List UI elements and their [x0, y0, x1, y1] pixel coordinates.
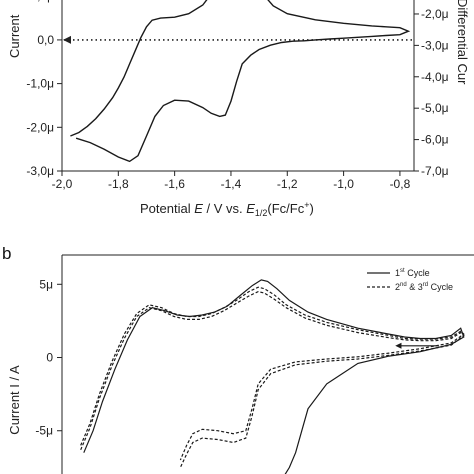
panel-a-x-tick-label: -1,8: [108, 177, 129, 191]
panel-a-y-tick-label: 0,0: [37, 33, 54, 47]
panel-a-y-tick-label: 1,0μ: [30, 0, 54, 3]
xlabel-part-vvs: / V vs.: [203, 201, 246, 216]
panel-b-scan-arrow-head: [395, 342, 402, 349]
panel-a-x-tick-label: -2,0: [52, 177, 73, 191]
panel-b-legend: 1st Cycle 2nd & 3rd Cycle: [367, 268, 453, 292]
panel-b-y-tick-label: 5μ: [39, 277, 53, 291]
panel-b-ylabel: Current I / A: [7, 365, 22, 435]
panel-a-xlabel: Potential E / V vs. E1/2(Fc/Fc+): [140, 200, 314, 218]
legend-label-second-third-cycle: 2nd & 3rd Cycle: [395, 282, 453, 292]
xlabel-part-fc: (Fc/Fc: [267, 201, 304, 216]
panel-a-cv-curve: [70, 0, 411, 163]
panel-a-y-tick-label: -3,0μ: [26, 164, 54, 178]
legend-third-sup: rd: [423, 282, 428, 288]
panel-b-y-tick-label: 0: [46, 351, 53, 365]
panel-a-frame: [61, 0, 415, 172]
legend-third-num: & 3: [407, 282, 423, 292]
panel-b-first-cycle-curve: [83, 279, 465, 474]
legend-second-sup: nd: [400, 282, 407, 288]
panel-a-x-tick-label: -1,0: [333, 177, 354, 191]
panel-b-y-tick-label: -5μ: [35, 424, 53, 438]
panel-b-label: b: [2, 244, 11, 263]
panel-a-y-tick-label: -1,0μ: [26, 77, 54, 91]
panel-a-ylabel: Current: [7, 14, 22, 58]
panel-a-y2label: Differential Cur: [455, 0, 470, 85]
legend-first-num: 1: [395, 268, 400, 278]
panel-b-plot-area: 5μ 0 -5μ: [35, 254, 474, 474]
panel-a-zero-arrow: [63, 35, 71, 44]
xlabel-part-plus: +: [304, 200, 309, 210]
panel-a-y2-tick-label: -3,0μ: [421, 38, 449, 52]
panel-a-x-tick-label: -0,8: [390, 177, 411, 191]
xlabel-part-potential: Potential: [140, 201, 194, 216]
xlabel-part-half: 1/2: [255, 208, 268, 218]
panel-a-plot-area: -2,0 -1,8 -1,6 -1,4 -1,2 -1,0 -0,8 1,0μ 0,0 -1,0μ…: [26, 0, 449, 191]
panel-a-x-tick-label: -1,6: [164, 177, 185, 191]
panel-b-cycle-dashed-curve: [80, 290, 465, 468]
legend-cycle-text: Cycle: [428, 282, 453, 292]
panel-a-x-tick-label: -1,4: [221, 177, 242, 191]
panel-a: Current Differential Cur -2,0 -1,8 -1,6 -1,…: [7, 0, 470, 218]
legend-label-first-cycle: 1st Cycle: [395, 268, 430, 278]
legend-second-num: 2: [395, 282, 400, 292]
legend-first-sup: st: [400, 268, 405, 274]
xlabel-part-e-sub: E: [246, 201, 255, 216]
panel-a-y2-tick-label: -7,0μ: [421, 164, 449, 178]
legend-first-text: Cycle: [405, 268, 430, 278]
panel-a-y2-tick-label: -2,0μ: [421, 7, 449, 21]
panel-a-x-tick-label: -1,2: [277, 177, 298, 191]
panel-b: b Current I / A 5μ 0 -5μ 1st Cycle 2nd & 3…: [2, 244, 474, 474]
panel-a-y2-tick-label: -6,0μ: [421, 133, 449, 147]
xlabel-part-e: E: [194, 201, 203, 216]
panel-b-cycle-dashed-curve: [80, 286, 465, 461]
panel-a-y2-tick-label: -4,0μ: [421, 70, 449, 84]
panel-a-y2-tick-label: -5,0μ: [421, 101, 449, 115]
panel-a-y-tick-label: -2,0μ: [26, 120, 54, 134]
xlabel-part-close: ): [310, 201, 314, 216]
